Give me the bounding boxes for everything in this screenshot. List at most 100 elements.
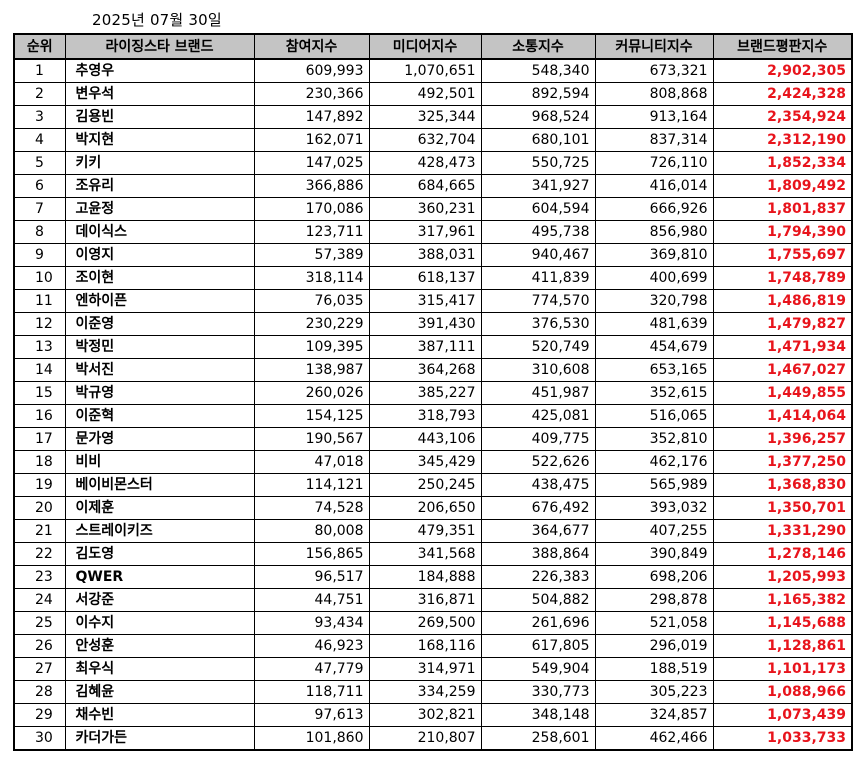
reputation-score-cell: 2,902,305: [712, 58, 853, 83]
participation-cell: 96,517: [253, 565, 370, 589]
participation-cell: 80,008: [253, 519, 370, 543]
table-body: 1 추영우 609,993 1,070,651 548,340 673,321 2,902,…: [13, 58, 853, 751]
participation-cell: 147,892: [253, 105, 370, 129]
table-row: 8 데이식스 123,711 317,961 495,738 856,980 1,794,3…: [13, 220, 853, 244]
participation-cell: 138,987: [253, 358, 370, 382]
community-cell: 462,176: [594, 450, 714, 474]
media-cell: 317,961: [368, 220, 482, 244]
rank-cell: 25: [13, 611, 66, 635]
media-cell: 341,568: [368, 542, 482, 566]
participation-cell: 366,886: [253, 174, 370, 198]
brand-name-cell: 채수빈: [64, 703, 255, 727]
table-row: 27 최우식 47,779 314,971 549,904 188,519 1,101,17…: [13, 657, 853, 681]
community-cell: 666,926: [594, 197, 714, 221]
table-header-row: 순위 라이징스타 브랜드 참여지수 미디어지수 소통지수 커뮤니티지수 브랜드평…: [13, 33, 853, 60]
table-row: 17 문가영 190,567 443,106 409,775 352,810 1,396,2…: [13, 427, 853, 451]
reputation-score-cell: 1,467,027: [712, 358, 853, 382]
table-row: 13 박정민 109,395 387,111 520,749 454,679 1,471,9…: [13, 335, 853, 359]
table-row: 21 스트레이키즈 80,008 479,351 364,677 407,255 1,331…: [13, 519, 853, 543]
rank-cell: 17: [13, 427, 66, 451]
table-row: 22 김도영 156,865 341,568 388,864 390,849 1,278,1…: [13, 542, 853, 566]
brand-name-cell: 박서진: [64, 358, 255, 382]
participation-cell: 114,121: [253, 473, 370, 497]
community-cell: 856,980: [594, 220, 714, 244]
rank-cell: 18: [13, 450, 66, 474]
reputation-score-cell: 1,396,257: [712, 427, 853, 451]
reputation-score-cell: 1,414,064: [712, 404, 853, 428]
rank-cell: 8: [13, 220, 66, 244]
rank-cell: 9: [13, 243, 66, 267]
brand-name-cell: 안성훈: [64, 634, 255, 658]
rank-cell: 10: [13, 266, 66, 290]
brand-name-cell: 고윤정: [64, 197, 255, 221]
community-cell: 369,810: [594, 243, 714, 267]
reputation-score-cell: 1,801,837: [712, 197, 853, 221]
reputation-score-cell: 1,748,789: [712, 266, 853, 290]
brand-name-cell: 엔하이픈: [64, 289, 255, 313]
community-cell: 416,014: [594, 174, 714, 198]
community-cell: 521,058: [594, 611, 714, 635]
table-row: 3 김용빈 147,892 325,344 968,524 913,164 2,354,92…: [13, 105, 853, 129]
reputation-score-cell: 1,852,334: [712, 151, 853, 175]
brand-name-cell: 조유리: [64, 174, 255, 198]
communication-cell: 550,725: [480, 151, 596, 175]
reputation-score-cell: 1,350,701: [712, 496, 853, 520]
rank-cell: 4: [13, 128, 66, 152]
col-header-brand: 라이징스타 브랜드: [64, 33, 255, 60]
community-cell: 407,255: [594, 519, 714, 543]
community-cell: 324,857: [594, 703, 714, 727]
community-cell: 393,032: [594, 496, 714, 520]
brand-name-cell: 이영지: [64, 243, 255, 267]
media-cell: 479,351: [368, 519, 482, 543]
brand-name-cell: 스트레이키즈: [64, 519, 255, 543]
brand-name-cell: 이준영: [64, 312, 255, 336]
rank-cell: 1: [13, 58, 66, 83]
rank-cell: 14: [13, 358, 66, 382]
communication-cell: 409,775: [480, 427, 596, 451]
participation-cell: 147,025: [253, 151, 370, 175]
reputation-score-cell: 1,794,390: [712, 220, 853, 244]
media-cell: 206,650: [368, 496, 482, 520]
community-cell: 726,110: [594, 151, 714, 175]
communication-cell: 676,492: [480, 496, 596, 520]
table-row: 2 변우석 230,366 492,501 892,594 808,868 2,424,32…: [13, 82, 853, 106]
communication-cell: 438,475: [480, 473, 596, 497]
table-row: 20 이제훈 74,528 206,650 676,492 393,032 1,350,70…: [13, 496, 853, 520]
table-row: 26 안성훈 46,923 168,116 617,805 296,019 1,128,86…: [13, 634, 853, 658]
rank-cell: 2: [13, 82, 66, 106]
table-row: 4 박지현 162,071 632,704 680,101 837,314 2,312,19…: [13, 128, 853, 152]
reputation-score-cell: 2,312,190: [712, 128, 853, 152]
rank-cell: 27: [13, 657, 66, 681]
participation-cell: 101,860: [253, 726, 370, 751]
media-cell: 385,227: [368, 381, 482, 405]
table-row: 14 박서진 138,987 364,268 310,608 653,165 1,467,0…: [13, 358, 853, 382]
participation-cell: 260,026: [253, 381, 370, 405]
table-row: 30 카더가든 101,860 210,807 258,601 462,466 1,033,…: [13, 726, 853, 751]
col-header-rank: 순위: [13, 33, 66, 60]
participation-cell: 170,086: [253, 197, 370, 221]
table-row: 7 고윤정 170,086 360,231 604,594 666,926 1,801,83…: [13, 197, 853, 221]
communication-cell: 348,148: [480, 703, 596, 727]
table-row: 16 이준혁 154,125 318,793 425,081 516,065 1,414,0…: [13, 404, 853, 428]
col-header-media: 미디어지수: [368, 33, 482, 60]
brand-name-cell: 베이비몬스터: [64, 473, 255, 497]
community-cell: 653,165: [594, 358, 714, 382]
communication-cell: 940,467: [480, 243, 596, 267]
communication-cell: 604,594: [480, 197, 596, 221]
brand-name-cell: 비비: [64, 450, 255, 474]
communication-cell: 774,570: [480, 289, 596, 313]
media-cell: 314,971: [368, 657, 482, 681]
participation-cell: 74,528: [253, 496, 370, 520]
reputation-score-cell: 1,033,733: [712, 726, 853, 751]
participation-cell: 118,711: [253, 680, 370, 704]
community-cell: 298,878: [594, 588, 714, 612]
reputation-score-cell: 1,331,290: [712, 519, 853, 543]
media-cell: 387,111: [368, 335, 482, 359]
report-date: 2025년 07월 30일: [92, 11, 222, 29]
participation-cell: 97,613: [253, 703, 370, 727]
table-row: 23 QWER 96,517 184,888 226,383 698,206 1,205,9…: [13, 565, 853, 589]
participation-cell: 44,751: [253, 588, 370, 612]
media-cell: 360,231: [368, 197, 482, 221]
communication-cell: 388,864: [480, 542, 596, 566]
brand-name-cell: 김도영: [64, 542, 255, 566]
